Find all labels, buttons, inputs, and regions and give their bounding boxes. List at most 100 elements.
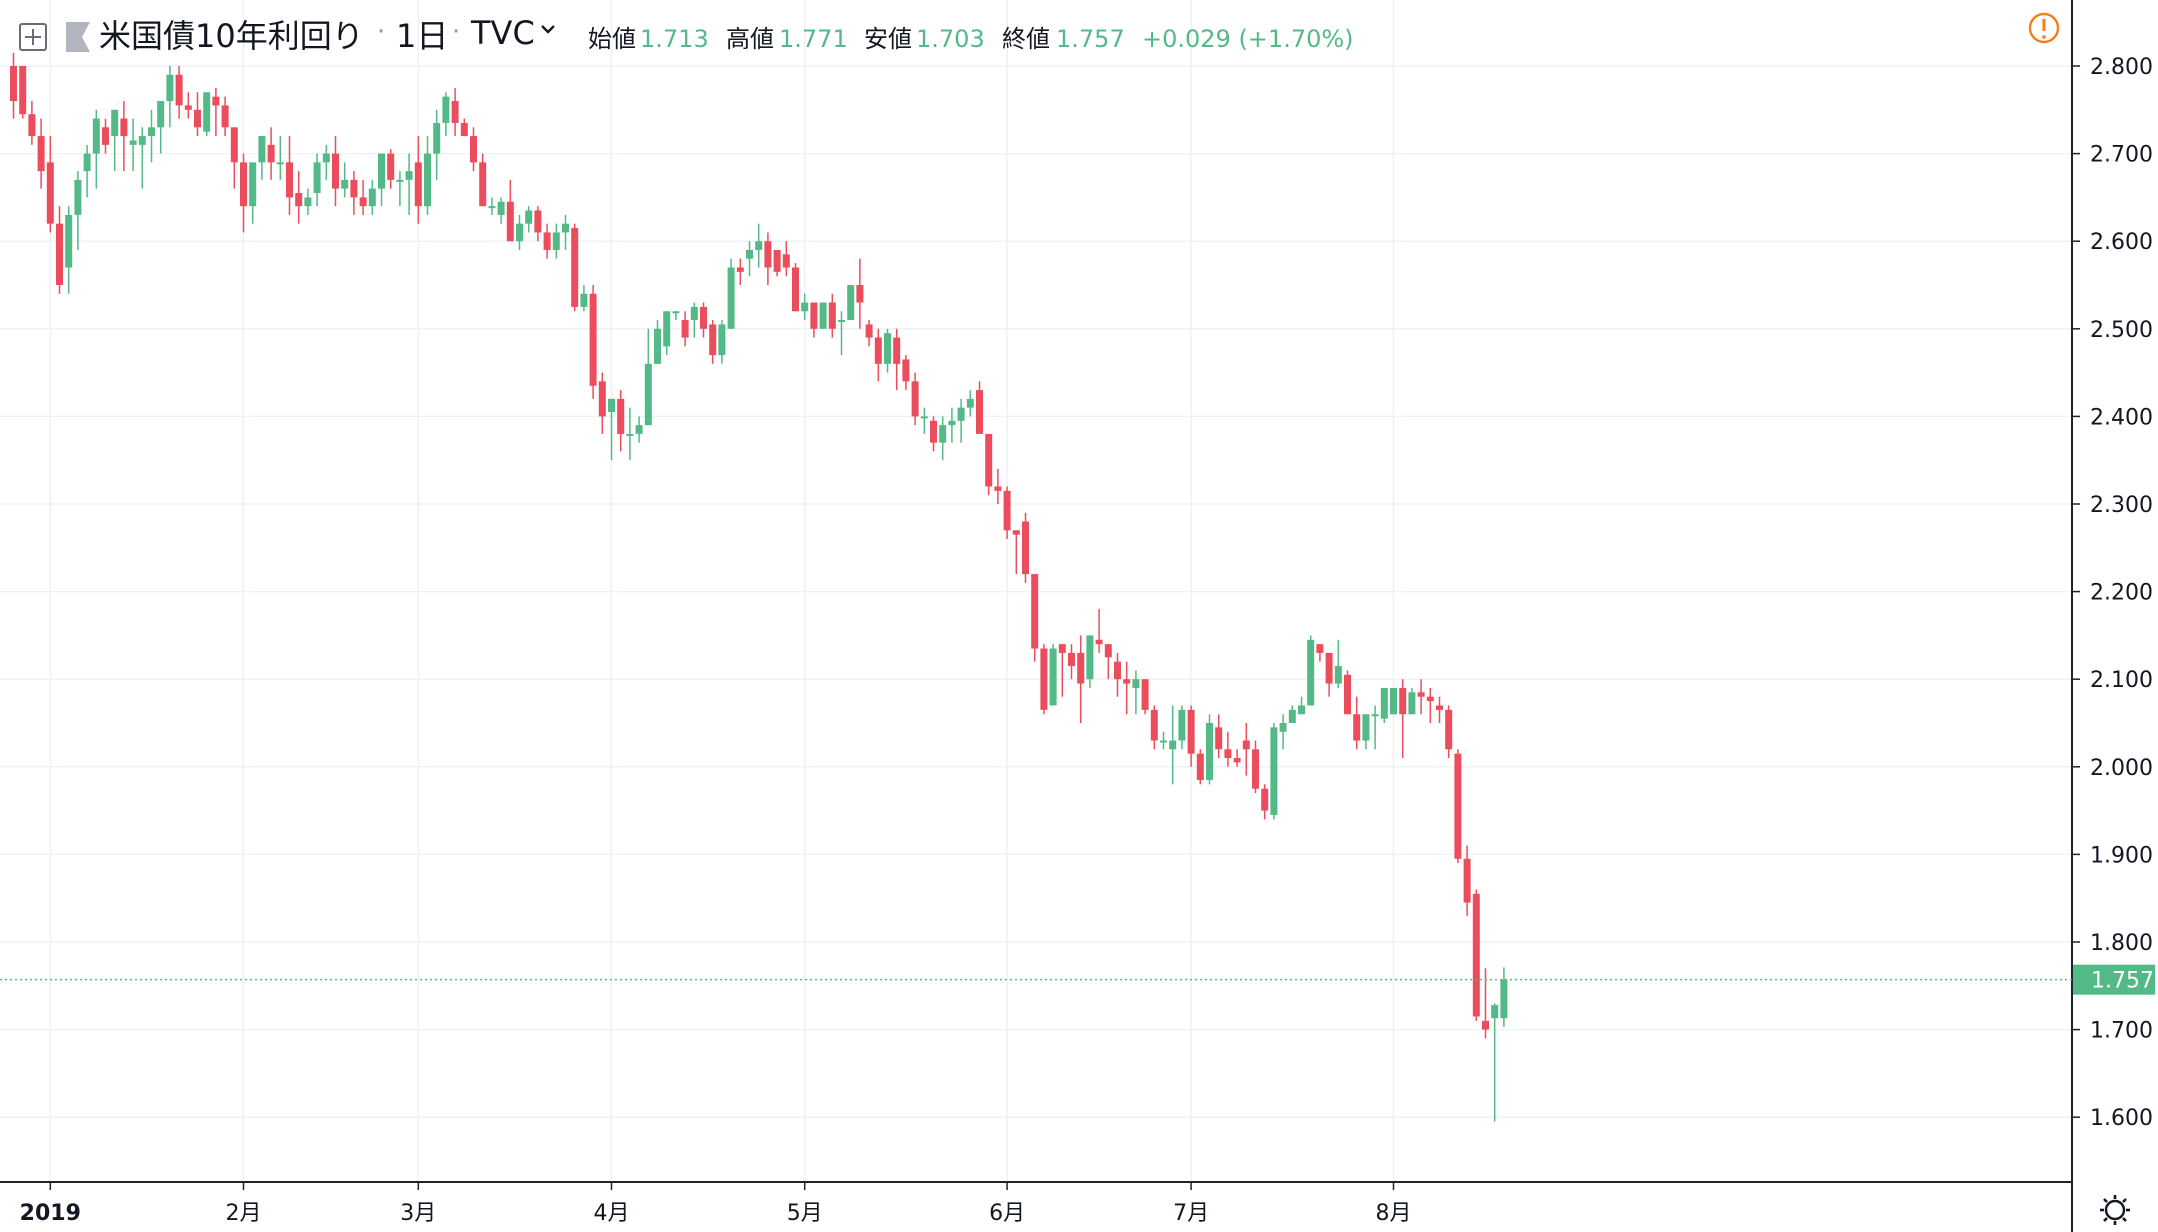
candle-up <box>138 136 146 145</box>
exchange-label[interactable]: TVC <box>470 14 535 52</box>
candle-down <box>19 66 27 115</box>
candle-up <box>442 96 450 123</box>
candle-up <box>1362 714 1370 741</box>
interval-label[interactable]: 1日 <box>396 17 448 55</box>
symbol-title: 米国債10年利回り <box>99 17 364 55</box>
candle-down <box>571 228 579 307</box>
candle-up <box>322 153 330 163</box>
candle-down <box>451 101 459 123</box>
candle-down <box>930 420 937 443</box>
candle-up <box>1169 740 1177 750</box>
candle-down <box>1417 692 1425 697</box>
candle-up <box>635 425 643 434</box>
flag-icon[interactable] <box>66 22 90 52</box>
candle-down <box>332 153 339 189</box>
high-value: 1.771 <box>779 25 848 53</box>
candle-down <box>1436 705 1443 710</box>
y-tick-label: 1.700 <box>2090 1019 2153 1044</box>
candle-up <box>838 320 845 323</box>
candle-up <box>957 407 965 421</box>
candle-down <box>1426 696 1434 702</box>
candle-up <box>258 136 266 163</box>
alert-icon[interactable] <box>2028 12 2060 44</box>
open-value: 1.713 <box>640 25 709 53</box>
y-tick-label: 2.300 <box>2090 493 2153 518</box>
candle-down <box>1187 709 1195 754</box>
candle-down <box>764 241 772 268</box>
candle-up <box>847 285 855 321</box>
candle-up <box>92 118 100 154</box>
y-tick-label: 2.100 <box>2090 668 2153 693</box>
candle-up <box>672 311 680 314</box>
settings-gear-icon[interactable] <box>2100 1195 2130 1225</box>
candle-up <box>1132 679 1140 688</box>
candle-up <box>1334 666 1342 684</box>
candles <box>10 52 1508 1122</box>
candle-down <box>1344 674 1351 715</box>
candle-down <box>589 293 597 386</box>
candle-down <box>10 66 17 102</box>
expand-icon[interactable] <box>19 23 47 51</box>
candle-down <box>387 153 395 180</box>
separator-dot: · <box>377 17 385 47</box>
x-tick-label: 4月 <box>594 1201 630 1226</box>
y-tick-label: 2.200 <box>2090 581 2153 606</box>
y-tick-label: 2.000 <box>2090 756 2153 781</box>
candle-up <box>433 122 441 154</box>
low-value: 1.703 <box>916 25 985 53</box>
candle-down <box>902 359 910 382</box>
candle-up <box>1390 687 1397 715</box>
candle-down <box>1353 714 1361 741</box>
candle-down <box>911 381 919 417</box>
y-tick-label: 1.900 <box>2090 843 2153 868</box>
candle-down <box>184 105 192 110</box>
candle-down <box>994 486 1002 491</box>
candle-down <box>1325 652 1333 684</box>
grid <box>0 0 2072 1182</box>
candle-down <box>359 197 367 207</box>
candle-up <box>1307 639 1315 706</box>
candle-down <box>893 337 901 364</box>
candle-down <box>976 390 983 434</box>
last-price-tag <box>2073 964 2155 995</box>
x-tick-label: 8月 <box>1376 1201 1412 1226</box>
candle-up <box>939 425 947 443</box>
time-axis-labels[interactable]: 2019 2月 3月 4月 5月 6月 7月 8月 <box>20 1182 1412 1226</box>
candle-up <box>727 267 735 329</box>
candle-up <box>488 206 496 209</box>
candle-up <box>690 306 698 321</box>
candle-down <box>470 136 477 163</box>
y-tick-label: 2.500 <box>2090 318 2153 343</box>
last-price-marker: 1.757 <box>0 964 2155 995</box>
candle-down <box>1261 788 1269 811</box>
candle-up <box>801 302 809 312</box>
candle-up <box>1298 705 1305 715</box>
candle-up <box>1500 979 1508 1019</box>
candle-down <box>1316 644 1324 653</box>
candle-up <box>1086 635 1094 680</box>
chevron-down-icon[interactable] <box>541 25 555 34</box>
separator-dot: · <box>452 17 460 47</box>
candle-down <box>1104 644 1112 658</box>
x-tick-label: 3月 <box>400 1201 436 1226</box>
price-axis-labels[interactable]: 1.600 1.700 1.800 1.900 2.000 2.100 2.200 2.300… <box>2072 55 2153 1131</box>
candle-up <box>654 328 661 364</box>
candle-up <box>1288 709 1296 723</box>
candle-down <box>1399 687 1407 715</box>
y-tick-label: 2.400 <box>2090 405 2153 430</box>
axes <box>0 0 2073 1232</box>
y-tick-label: 2.600 <box>2090 230 2153 255</box>
candle-up <box>525 210 533 224</box>
candle-up <box>552 232 560 250</box>
low-label: 安値 <box>864 25 912 53</box>
candle-up <box>203 92 211 132</box>
y-tick-label: 1.800 <box>2090 931 2153 956</box>
candle-down <box>194 109 201 128</box>
candle-down <box>1150 709 1158 741</box>
candle-up <box>497 201 505 215</box>
candle-up <box>341 179 349 189</box>
candle-down <box>534 210 542 233</box>
candle-down <box>28 114 36 137</box>
candle-down <box>709 324 717 356</box>
